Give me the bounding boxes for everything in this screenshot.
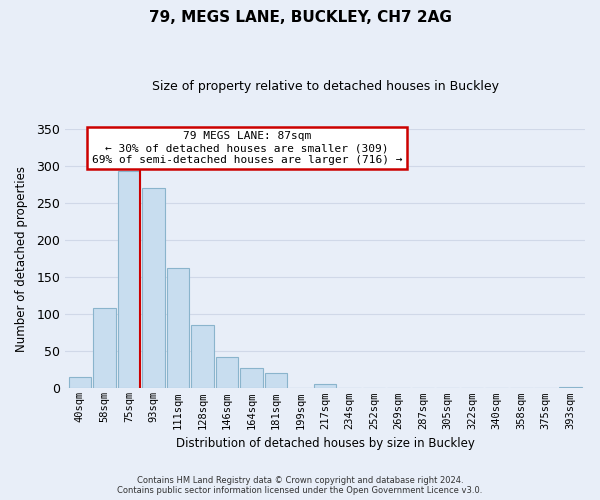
Text: Contains HM Land Registry data © Crown copyright and database right 2024.
Contai: Contains HM Land Registry data © Crown c…: [118, 476, 482, 495]
Title: Size of property relative to detached houses in Buckley: Size of property relative to detached ho…: [152, 80, 499, 93]
Bar: [167, 268, 189, 388]
Bar: [68, 376, 91, 388]
Bar: [265, 373, 287, 388]
Bar: [93, 308, 116, 388]
X-axis label: Distribution of detached houses by size in Buckley: Distribution of detached houses by size …: [176, 437, 475, 450]
Y-axis label: Number of detached properties: Number of detached properties: [15, 166, 28, 352]
Bar: [240, 368, 263, 388]
Bar: [215, 357, 238, 388]
Text: 79, MEGS LANE, BUCKLEY, CH7 2AG: 79, MEGS LANE, BUCKLEY, CH7 2AG: [149, 10, 451, 25]
Bar: [559, 387, 581, 388]
Bar: [118, 171, 140, 388]
Text: 79 MEGS LANE: 87sqm
← 30% of detached houses are smaller (309)
69% of semi-detac: 79 MEGS LANE: 87sqm ← 30% of detached ho…: [92, 132, 402, 164]
Bar: [142, 188, 164, 388]
Bar: [191, 324, 214, 388]
Bar: [314, 384, 337, 388]
